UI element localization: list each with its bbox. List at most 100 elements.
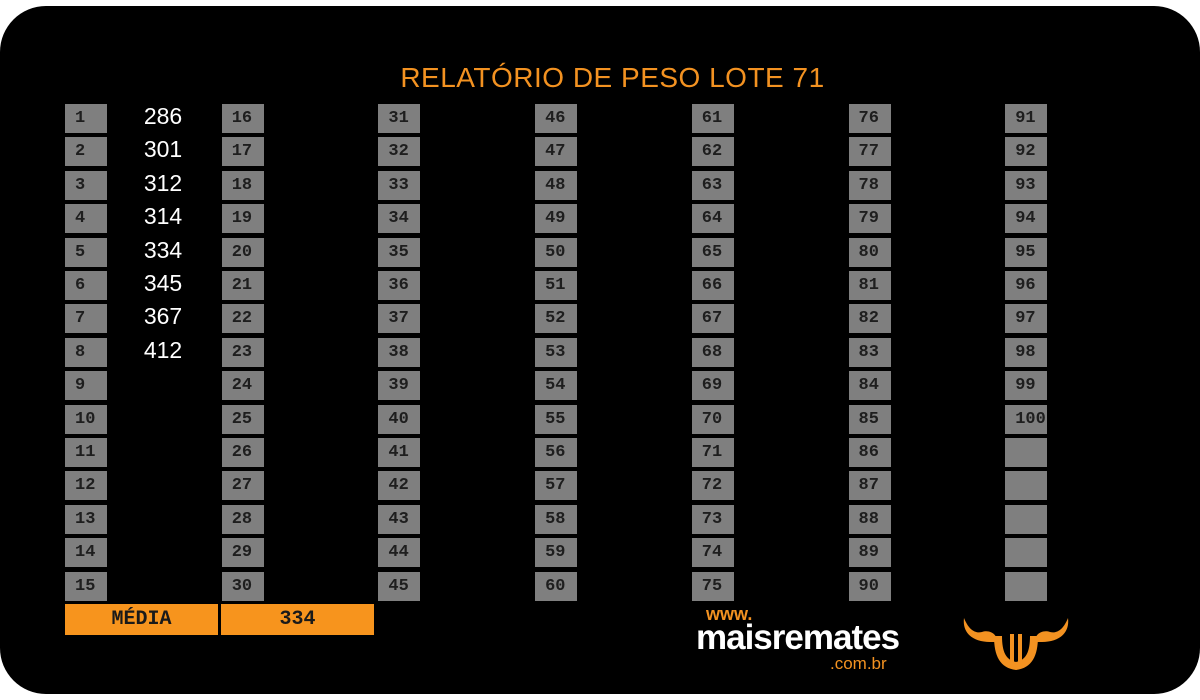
lot-number: 33 [378, 170, 421, 200]
lot-number: 89 [848, 538, 891, 568]
lot-number: 2 [65, 137, 107, 167]
empty-cell [1005, 471, 1048, 501]
lot-number: 35 [378, 237, 421, 267]
lot-number: 59 [535, 538, 578, 568]
weight: 412 [143, 336, 183, 363]
lot-number: 75 [691, 571, 734, 601]
lot-number: 58 [535, 504, 578, 534]
lot-number: 21 [221, 271, 264, 300]
lot-number: 36 [378, 271, 421, 300]
lot-number: 52 [535, 304, 578, 334]
lot-number: 71 [691, 438, 734, 467]
lot-number: 88 [848, 504, 891, 534]
lot-number: 84 [848, 371, 891, 401]
lot-number: 24 [221, 371, 264, 401]
lot-number: 28 [221, 504, 264, 534]
weight: 314 [143, 203, 183, 230]
lot-number: 56 [535, 438, 578, 467]
lot-number: 16 [221, 104, 264, 133]
lot-number: 1 [65, 104, 107, 133]
lot-number: 17 [221, 137, 264, 167]
lot-number: 91 [1005, 104, 1048, 133]
lot-number: 45 [378, 571, 421, 601]
lot-number: 62 [691, 137, 734, 167]
lot-number: 54 [535, 371, 578, 401]
lot-number: 7 [65, 304, 107, 334]
lot-number: 41 [378, 438, 421, 467]
lot-number: 66 [691, 271, 734, 300]
lot-number: 76 [848, 104, 891, 133]
lot-number: 4 [65, 204, 107, 234]
lot-number: 27 [221, 471, 264, 501]
lot-number: 81 [848, 271, 891, 300]
lot-number: 48 [535, 170, 578, 200]
lot-number: 51 [535, 271, 578, 300]
lot-number: 13 [65, 504, 107, 534]
lot-number: 39 [378, 371, 421, 401]
lot-number: 65 [691, 237, 734, 267]
lot-number: 22 [221, 304, 264, 334]
lot-number: 82 [848, 304, 891, 334]
lot-number: 97 [1005, 304, 1048, 334]
empty-cell [1005, 571, 1048, 601]
lot-number: 6 [65, 271, 107, 300]
lot-number: 98 [1005, 337, 1048, 367]
title: RELATÓRIO DE PESO LOTE 71 [400, 62, 825, 93]
lot-number: 5 [65, 237, 107, 267]
lot-number: 25 [221, 404, 264, 434]
logo-name: maisremates [696, 618, 900, 657]
lot-number: 32 [378, 137, 421, 167]
lot-number: 85 [848, 404, 891, 434]
lot-number: 63 [691, 170, 734, 200]
weight: 286 [143, 103, 183, 129]
lot-number: 55 [535, 404, 578, 434]
lot-number: 61 [691, 104, 734, 133]
empty-cell [1005, 504, 1048, 534]
lot-number: 42 [378, 471, 421, 501]
summary-value: 334 [221, 604, 374, 635]
lot-number: 10 [65, 404, 107, 434]
lot-number: 19 [221, 204, 264, 234]
lot-number: 67 [691, 304, 734, 334]
lot-number: 47 [535, 137, 578, 167]
lot-number: 64 [691, 204, 734, 234]
weight: 334 [143, 236, 183, 263]
lot-number: 43 [378, 504, 421, 534]
lot-number: 100 [1005, 404, 1048, 434]
lot-number: 30 [221, 571, 264, 601]
lot-number: 40 [378, 404, 421, 434]
lot-number: 44 [378, 538, 421, 568]
lot-number: 50 [535, 237, 578, 267]
lot-number: 31 [378, 104, 421, 133]
lot-number: 94 [1005, 204, 1048, 234]
weight: 312 [143, 169, 183, 196]
lot-number: 96 [1005, 271, 1048, 300]
lot-number: 77 [848, 137, 891, 167]
lot-number: 14 [65, 538, 107, 568]
lot-number: 8 [65, 337, 107, 367]
lot-number: 3 [65, 170, 107, 200]
weight: 301 [143, 136, 183, 163]
lot-number: 53 [535, 337, 578, 367]
lot-number: 86 [848, 438, 891, 467]
lot-number: 99 [1005, 371, 1048, 401]
bull-icon [963, 618, 1069, 670]
lot-number: 69 [691, 371, 734, 401]
lot-number: 38 [378, 337, 421, 367]
lot-number: 49 [535, 204, 578, 234]
lot-number: 60 [535, 571, 578, 601]
lot-number: 12 [65, 471, 107, 501]
lot-number: 78 [848, 170, 891, 200]
lot-number: 20 [221, 237, 264, 267]
lot-number: 11 [65, 438, 107, 467]
lot-number: 46 [535, 104, 578, 133]
lot-number: 79 [848, 204, 891, 234]
weight: 345 [143, 270, 183, 296]
lot-number: 92 [1005, 137, 1048, 167]
lot-number: 83 [848, 337, 891, 367]
logo-prefix: www. [706, 604, 753, 624]
lot-number: 73 [691, 504, 734, 534]
lot-number: 15 [65, 571, 107, 601]
lot-number: 74 [691, 538, 734, 568]
lot-number: 23 [221, 337, 264, 367]
